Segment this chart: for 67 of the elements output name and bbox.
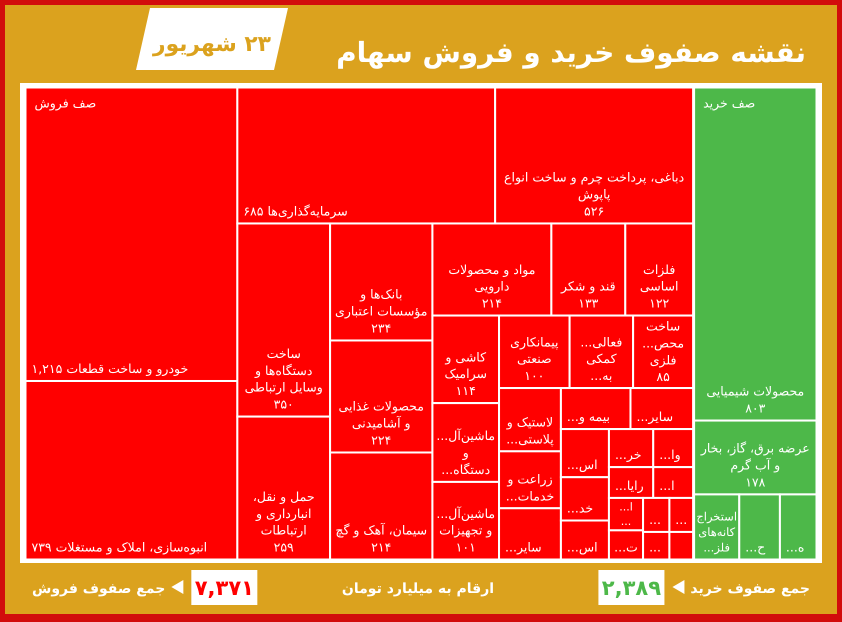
data-label: ۱۷۸ (745, 474, 766, 490)
data-label: ۷۳۹ (32, 540, 52, 554)
category-label: ا... (659, 478, 675, 493)
category-label: ساخت محص... فلزی (642, 318, 684, 368)
category-label: ت... (614, 540, 638, 554)
data-label: ۲۲۴ (371, 432, 392, 448)
category-label: ... (649, 512, 661, 527)
category-label: کاشی و سرامیک (444, 349, 487, 382)
category-label: بیمه و... (566, 409, 610, 426)
data-label: ۱۱۴ (456, 383, 476, 398)
text: ارقام به میلیارد تومان (342, 581, 494, 597)
data-label: ۲۵۹ (274, 540, 294, 554)
category-label: سایر... (505, 540, 542, 556)
category-label: دباغی، پرداخت چرم و ساخت انواع پاپوش (504, 170, 684, 203)
category-label: ... (649, 540, 661, 554)
data-label: ۲۱۴ (371, 540, 392, 554)
data-label: ۵۲۶ (584, 203, 604, 218)
category-label: حمل و نقل، انبارداری و ارتباطات (252, 488, 315, 539)
data-label: ۲۳۴ (371, 320, 392, 336)
category-label: فلزات اساسی (640, 262, 679, 294)
data-label: ۲۱۴ (482, 296, 502, 311)
category-label: ماشین‌آل... و تجهیزات (436, 506, 496, 539)
text: جمع صفوف فروش (32, 581, 166, 597)
category-label: رایا... (614, 478, 644, 494)
category-label: سرمایه‌گذاری‌ها (267, 203, 348, 220)
category-label: زراعت و خدمات... (506, 471, 554, 504)
data-label: ۱۲۲ (649, 296, 670, 311)
data-label: ۳۵۰ (274, 396, 294, 412)
text: ۲۳ شهریور (152, 32, 271, 57)
category-label: سیمان، آهک و گچ (335, 522, 428, 539)
category-label: ح... (745, 540, 766, 556)
category-label: اس... (566, 540, 598, 556)
category-label: ماشین‌آل... و دستگاه... (436, 428, 496, 477)
series-label: صف خرید (703, 96, 756, 112)
category-label: فعالی... کمکی به... (580, 334, 622, 384)
category-label: عرضه برق، گاز، بخار و آب گرم (700, 440, 810, 474)
data-label: ۱۰۱ (456, 540, 476, 554)
category-label: اس... (566, 457, 598, 474)
category-label: محصولات شیمیایی (706, 384, 804, 400)
category-label: لاستیک و پلاستی... (506, 414, 554, 448)
category-label: مواد و محصولات دارویی (448, 262, 536, 295)
category-label: خر... (614, 447, 642, 464)
category-label: پیمانکاری صنعتی (510, 334, 559, 366)
data-label: ۸۰۳ (745, 400, 766, 416)
series-label: صف فروش (34, 96, 96, 112)
category-label: محصولات غذایی و آشامیدنی (338, 398, 424, 432)
data-label: ۱۰۰ (524, 368, 544, 384)
data-label: ۸۵ (656, 369, 670, 384)
text: نقشه صفوف خرید و فروش سهام (336, 36, 806, 69)
category-label: سایر... (636, 409, 674, 426)
category-label: ه... (786, 540, 804, 554)
category-label: خد... (566, 500, 594, 516)
category-label: انبوه‌سازی، املاک و مستغلات (56, 540, 208, 556)
category-label: وا... (659, 447, 681, 464)
category-label: خودرو و ساخت قطعات (66, 360, 188, 377)
text: جمع صفوف خرید (690, 581, 810, 597)
category-label: ا... ... (619, 500, 633, 528)
category-label: استخراج کانه‌های فلز... (696, 509, 738, 554)
data-label: ۶۸۵ (243, 203, 264, 218)
category-label: ساخت دستگاه‌ها و وسایل ارتباطی (244, 346, 323, 396)
text: ۷,۳۷۱ (194, 576, 254, 600)
category-label: قند و شکر (560, 278, 616, 295)
data-label: ۱,۲۱۵ (32, 360, 63, 376)
category-label: بانک‌ها و مؤسسات اعتباری (335, 286, 428, 320)
data-label: ۱۳۳ (578, 296, 599, 311)
text: ۲,۳۸۹ (602, 576, 662, 600)
category-label: ... (675, 512, 688, 527)
